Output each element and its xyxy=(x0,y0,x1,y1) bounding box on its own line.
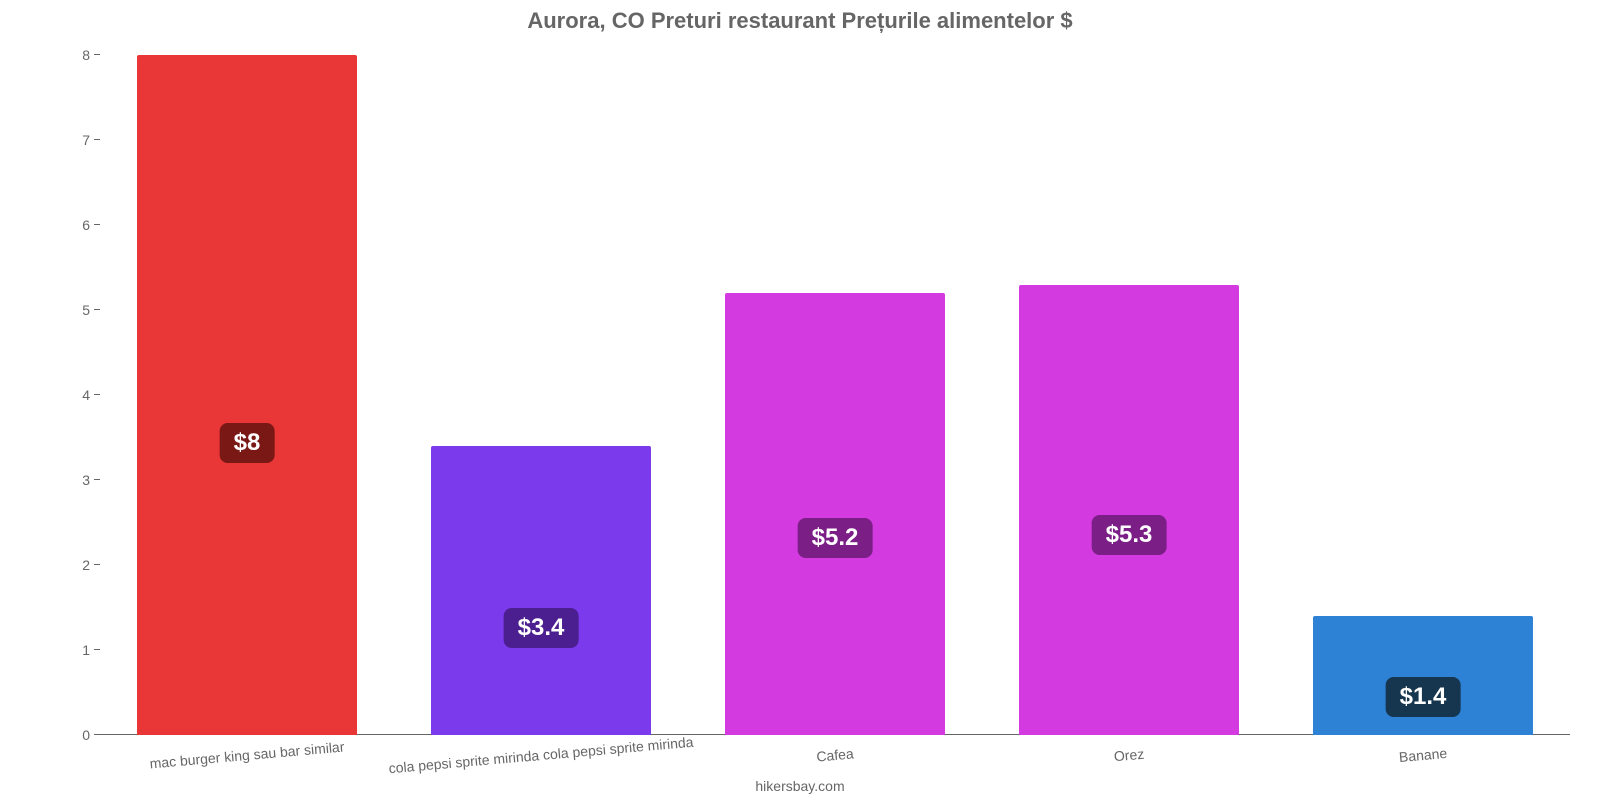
bar-value-label: $5.2 xyxy=(798,518,873,558)
y-tick-label: 5 xyxy=(60,302,90,318)
x-tick-label: Banane xyxy=(1398,745,1447,765)
x-tick-label: Orez xyxy=(1113,746,1145,765)
bar: $5.3 xyxy=(1019,285,1240,736)
y-tick-mark xyxy=(94,649,100,650)
y-tick-label: 8 xyxy=(60,47,90,63)
y-tick-mark xyxy=(94,224,100,225)
y-tick-label: 6 xyxy=(60,217,90,233)
bar: $8 xyxy=(137,55,358,735)
y-tick-mark xyxy=(94,394,100,395)
x-tick-label: cola pepsi sprite mirinda cola pepsi spr… xyxy=(388,734,694,777)
y-tick-label: 3 xyxy=(60,472,90,488)
y-tick-mark xyxy=(94,139,100,140)
bar-value-label: $5.3 xyxy=(1092,515,1167,555)
y-tick-mark xyxy=(94,54,100,55)
x-tick-label: mac burger king sau bar similar xyxy=(149,739,345,772)
y-tick-mark xyxy=(94,479,100,480)
chart-footer: hikersbay.com xyxy=(0,778,1600,794)
x-tick-label: Cafea xyxy=(816,745,855,764)
y-tick-label: 0 xyxy=(60,727,90,743)
y-tick-mark xyxy=(94,564,100,565)
y-tick-mark xyxy=(94,309,100,310)
bar-value-label: $8 xyxy=(220,423,275,463)
bar-value-label: $3.4 xyxy=(504,608,579,648)
chart-title: Aurora, CO Preturi restaurant Prețurile … xyxy=(0,8,1600,34)
y-tick-label: 4 xyxy=(60,387,90,403)
y-tick-label: 7 xyxy=(60,132,90,148)
y-tick-label: 1 xyxy=(60,642,90,658)
bar-value-label: $1.4 xyxy=(1386,677,1461,717)
y-tick-mark xyxy=(94,734,100,735)
y-tick-label: 2 xyxy=(60,557,90,573)
bar: $1.4 xyxy=(1313,616,1534,735)
bar: $3.4 xyxy=(431,446,652,735)
chart-container: Aurora, CO Preturi restaurant Prețurile … xyxy=(0,0,1600,800)
bar: $5.2 xyxy=(725,293,946,735)
plot-area: 012345678$8mac burger king sau bar simil… xyxy=(100,55,1570,735)
